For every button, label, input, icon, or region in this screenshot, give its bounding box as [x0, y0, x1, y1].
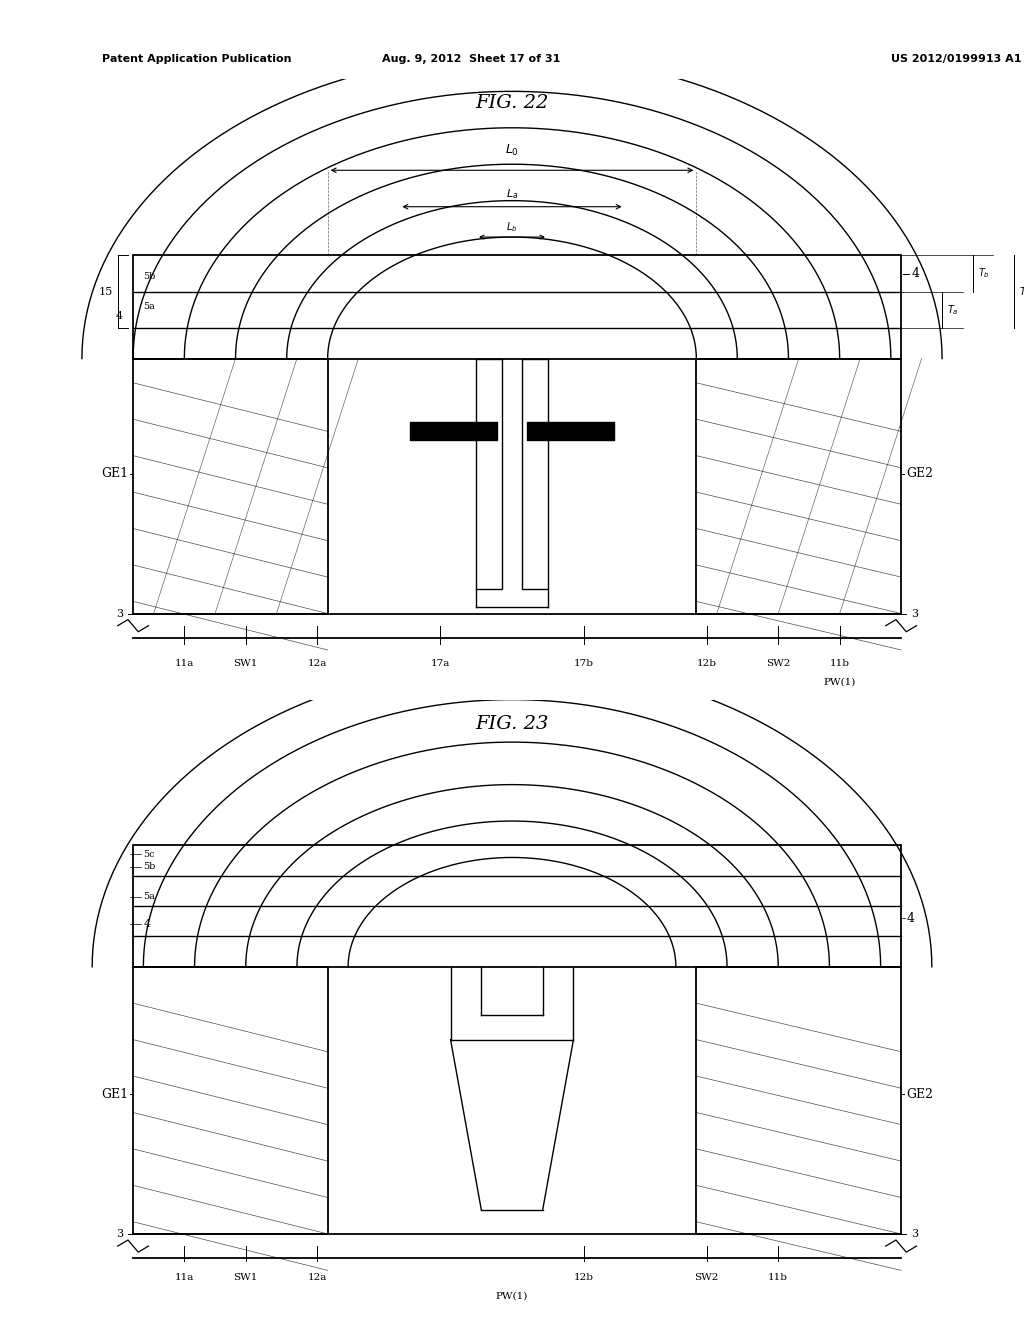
Text: $L_a$: $L_a$ [506, 187, 518, 201]
Text: 3: 3 [116, 609, 123, 619]
Text: 3: 3 [911, 609, 919, 619]
Text: 12a: 12a [308, 1274, 327, 1283]
Text: 4: 4 [906, 912, 914, 925]
Text: US 2012/0199913 A1: US 2012/0199913 A1 [891, 54, 1021, 65]
Text: 3: 3 [911, 1229, 919, 1239]
Text: 4: 4 [116, 312, 123, 321]
Text: 5b: 5b [143, 862, 156, 871]
Text: 5b: 5b [143, 272, 156, 281]
Text: 11a: 11a [175, 1274, 194, 1283]
Text: 5c: 5c [143, 850, 155, 859]
Bar [696, 966, 901, 1234]
Text: 11b: 11b [768, 1274, 788, 1283]
Text: 12b: 12b [696, 659, 717, 668]
Text: GE1: GE1 [101, 467, 128, 480]
Text: GE2: GE2 [906, 467, 933, 480]
Text: $T_{ab}$: $T_{ab}$ [1019, 285, 1024, 298]
Text: PW(1): PW(1) [496, 1291, 528, 1300]
Text: 4: 4 [911, 267, 920, 280]
Text: SW2: SW2 [694, 1274, 719, 1283]
Text: 17b: 17b [573, 659, 594, 668]
Text: 4: 4 [143, 919, 151, 929]
Text: 17a: 17a [431, 659, 450, 668]
Text: 15: 15 [98, 286, 113, 297]
Text: $T_b$: $T_b$ [978, 267, 990, 280]
Text: FIG. 23: FIG. 23 [475, 715, 549, 733]
Bar [522, 359, 548, 589]
Text: 11b: 11b [829, 659, 850, 668]
Text: 5a: 5a [143, 892, 156, 902]
Bar [133, 845, 901, 966]
Text: $T_a$: $T_a$ [947, 304, 958, 317]
Bar [133, 966, 328, 1234]
Text: SW1: SW1 [233, 659, 258, 668]
Bar [133, 359, 328, 614]
Bar [476, 359, 502, 589]
Bar [696, 359, 901, 614]
Text: GE2: GE2 [906, 1088, 933, 1101]
Text: SW2: SW2 [766, 659, 791, 668]
Text: 12b: 12b [573, 1274, 594, 1283]
Text: 3: 3 [116, 1229, 123, 1239]
Text: PW(1): PW(1) [823, 677, 856, 686]
Text: GE1: GE1 [101, 1088, 128, 1101]
Text: 12a: 12a [308, 659, 327, 668]
Bar [133, 255, 901, 359]
Text: 5a: 5a [143, 302, 156, 312]
Text: Patent Application Publication: Patent Application Publication [102, 54, 292, 65]
Text: $L_b$: $L_b$ [506, 220, 518, 234]
Text: SW1: SW1 [233, 1274, 258, 1283]
Text: FIG. 22: FIG. 22 [475, 95, 549, 112]
Text: 11a: 11a [175, 659, 194, 668]
Text: Aug. 9, 2012  Sheet 17 of 31: Aug. 9, 2012 Sheet 17 of 31 [382, 54, 560, 65]
Text: $L_0$: $L_0$ [505, 143, 519, 158]
